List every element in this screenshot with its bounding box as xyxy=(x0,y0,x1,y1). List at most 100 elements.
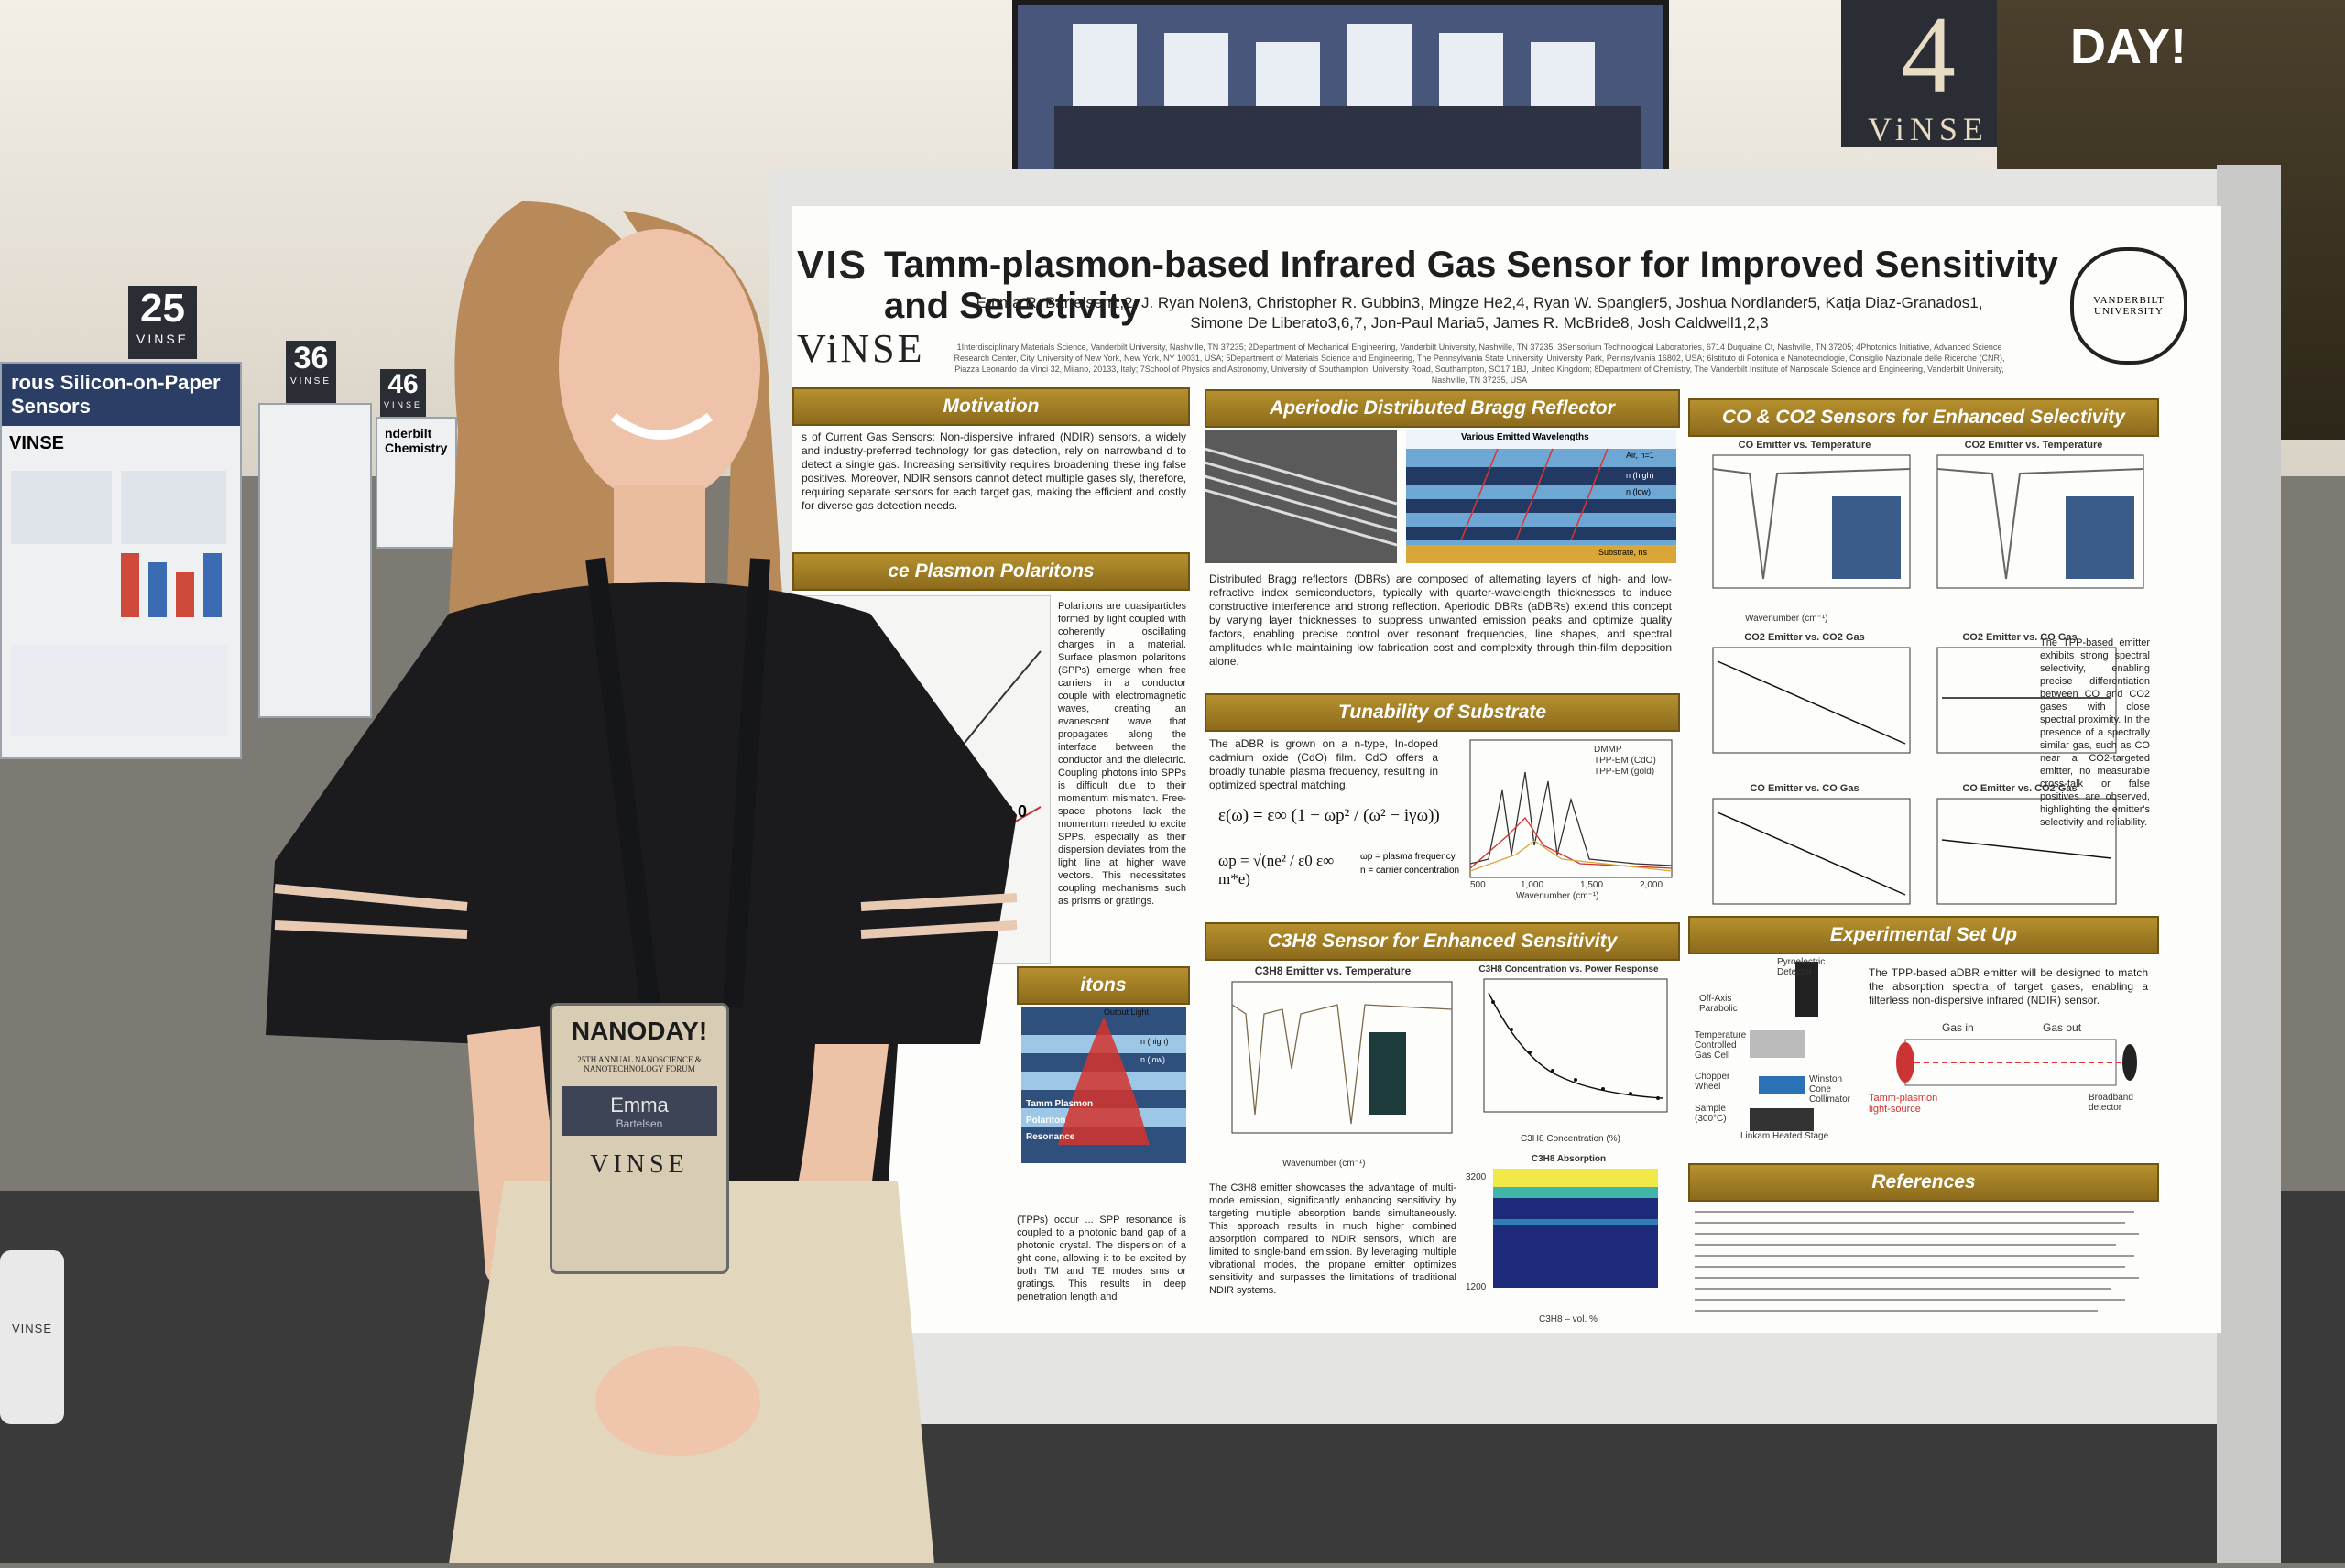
setup-label-winston: Winston Cone Collimator xyxy=(1809,1074,1851,1105)
section-header-adbr: Aperiodic Distributed Bragg Reflector xyxy=(1205,389,1680,428)
tpp-label-polariton: Polariton xyxy=(1026,1116,1066,1126)
badge-last-name: Bartelsen xyxy=(562,1117,717,1136)
logo-bottom: ViNSE xyxy=(797,326,925,371)
heatmap-ytick-3200: 3200 xyxy=(1466,1172,1487,1182)
substrate-xlabel: Wavenumber (cm⁻¹) xyxy=(1516,891,1599,901)
co-vs-co2-trend xyxy=(1936,798,2117,905)
badge-first-name: Emma xyxy=(562,1086,717,1117)
tpp-label-nhigh: n (high) xyxy=(1140,1037,1169,1046)
heatmap-ytick-1200: 1200 xyxy=(1466,1282,1487,1292)
c3h8-plot3-xlabel: C3H8 – vol. % xyxy=(1539,1314,1598,1324)
water-bottle: VINSE xyxy=(0,1250,64,1424)
setup-label-detector: Pyroelectric Detector xyxy=(1777,957,1826,977)
co2-vs-co-plot: CO2 Emitter vs. CO Gas xyxy=(1919,632,2121,769)
co-plot1-title: CO Emitter vs. Temperature xyxy=(1738,440,1871,451)
tpp-field-profile xyxy=(1021,1017,1186,1145)
name-badge: NANODAY! 25TH ANNUAL NANOSCIENCE & NANOT… xyxy=(550,1003,729,1274)
co2-vs-co-trend xyxy=(1936,647,2117,754)
c3h8-absorption-plot: C3H8 Absorption 3200 1200 C3H8 – vol. % xyxy=(1466,1154,1672,1328)
tick-2000: 2,000 xyxy=(1640,880,1663,890)
references-list xyxy=(1695,1204,2148,1323)
dielectric-equation: ε(ω) = ε∞ (1 − ωp² / (ω² − iγω)) xyxy=(1218,806,1440,825)
poster-logo: VIS ViNSE xyxy=(797,243,925,380)
co-plot4-title: CO2 Emitter vs. CO Gas xyxy=(1962,632,2078,643)
co-plot2-title: CO2 Emitter vs. Temperature xyxy=(1964,440,2103,451)
tpp-text: (TPPs) occur ... SPP resonance is couple… xyxy=(1017,1214,1186,1302)
legend-dmmp: DMMP xyxy=(1594,745,1622,755)
spp-text: Polaritons are quasiparticles formed by … xyxy=(1058,601,1186,907)
setup-diagram-left: Pyroelectric Detector Off-Axis Parabolic… xyxy=(1695,957,1864,1141)
section-header-substrate: Tunability of Substrate xyxy=(1205,693,1680,732)
university-seal: VANDERBILT UNIVERSITY xyxy=(2070,247,2187,365)
tick-1000: 1,000 xyxy=(1521,880,1544,890)
tpp-label-tamm: Tamm Plasmon xyxy=(1026,1099,1094,1109)
co-emission-curves xyxy=(1712,454,1911,589)
co-xlabel: Wavenumber (cm⁻¹) xyxy=(1745,614,1828,624)
co-plot6-title: CO Emitter vs. CO2 Gas xyxy=(1962,783,2078,794)
legend-tpp-gold: TPP-EM (gold) xyxy=(1594,767,1655,777)
badge-forum: 25TH ANNUAL NANOSCIENCE & NANOTECHNOLOGY… xyxy=(577,1055,702,1073)
poster-title: Tamm-plasmon-based Infrared Gas Sensor f… xyxy=(884,245,2058,326)
poster-affiliations: 1Interdisciplinary Materials Science, Va… xyxy=(954,343,2005,385)
section-header-tpp: itons xyxy=(1017,966,1190,1005)
setup-label-linkam: Linkam Heated Stage xyxy=(1740,1131,1829,1141)
setup-label-gasout: Gas out xyxy=(2043,1021,2082,1034)
background-poster2-title: nderbilt Chemistry xyxy=(385,426,448,455)
adbr-layer-air: Air, n=1 xyxy=(1626,451,1654,460)
co-text: The TPP-based emitter exhibits strong sp… xyxy=(2040,637,2150,828)
booth-sign-46: 46 VINSE xyxy=(380,369,426,424)
booth-number: 25 xyxy=(140,286,185,331)
c3h8-plot2-xlabel: C3H8 Concentration (%) xyxy=(1521,1134,1620,1144)
screen-photo xyxy=(1018,5,1663,189)
section-header-co: CO & CO2 Sensors for Enhanced Selectivit… xyxy=(1688,398,2159,437)
setup-optics xyxy=(1750,962,1818,1131)
co-emitter-plot: CO Emitter vs. Temperature xyxy=(1695,440,1914,609)
sem-layers xyxy=(1204,447,1398,547)
equation-note-2: n = carrier concentration xyxy=(1360,866,1460,876)
gas-sensor-schematic xyxy=(1896,1039,2137,1086)
section-header-spp: ce Plasmon Polaritons xyxy=(792,552,1190,591)
booth-brand: VINSE xyxy=(383,400,422,409)
co2-vs-co2-plot: CO2 Emitter vs. CO2 Gas xyxy=(1695,632,1914,769)
co2-emission-curves xyxy=(1936,454,2144,589)
co-vs-co-plot: CO Emitter vs. CO Gas xyxy=(1695,783,1914,920)
badge-event: NANODAY! xyxy=(571,1017,708,1045)
booth-brand: VINSE xyxy=(136,332,189,346)
sem-image xyxy=(1204,430,1398,563)
equation-note-1: ωp = plasma frequency xyxy=(1360,852,1456,862)
c3h8-emitter-plot: C3H8 Emitter vs. Temperature Wavenumber … xyxy=(1209,964,1456,1175)
room-number: 4 xyxy=(1901,0,1956,115)
setup-label-source: Tamm-plasmon light-source xyxy=(1869,1093,1938,1115)
booth-number: 46 xyxy=(387,369,419,399)
adbr-layer-diagram: Various Emitted Wavelengths Air, n=1 n (… xyxy=(1406,430,1676,563)
c3h8-plot1-title: C3H8 Emitter vs. Temperature xyxy=(1254,964,1412,977)
adbr-layer-nlow: n (low) xyxy=(1626,487,1652,496)
logo-top: VIS xyxy=(797,243,867,288)
c3h8-emission-curves xyxy=(1231,981,1453,1134)
adbr-stack xyxy=(1406,430,1676,563)
seal-text: VANDERBILT UNIVERSITY xyxy=(2093,295,2165,317)
presenter-figure xyxy=(266,201,1018,1563)
section-header-c3h8: C3H8 Sensor for Enhanced Sensitivity xyxy=(1205,922,1680,961)
c3h8-absorption-heatmap xyxy=(1493,1169,1658,1288)
setup-label-broadband: Broadband detector xyxy=(2089,1093,2133,1113)
tick-1500: 1,500 xyxy=(1580,880,1604,890)
c3h8-text: The C3H8 emitter showcases the advantage… xyxy=(1209,1182,1456,1296)
banner-text: DAY! xyxy=(2070,19,2187,74)
co-vs-co2-plot: CO Emitter vs. CO2 Gas xyxy=(1919,783,2121,920)
tick-500: 500 xyxy=(1470,880,1486,890)
bottle-label: VINSE xyxy=(11,1322,52,1335)
references-lines xyxy=(1695,1211,2139,1312)
substrate-absorption-plot: DMMP TPP-EM (CdO) TPP-EM (gold) 500 1,00… xyxy=(1452,735,1676,905)
adbr-diagram-title: Various Emitted Wavelengths xyxy=(1461,432,1589,442)
section-header-setup: Experimental Set Up xyxy=(1688,916,2159,954)
setup-label-gasin: Gas in xyxy=(1942,1021,1974,1034)
setup-label-chopper: Chopper Wheel xyxy=(1695,1072,1730,1092)
section-header-motivation: Motivation xyxy=(792,387,1190,426)
plasma-frequency-equation: ωp = √(ne² / ε0 ε∞ m*e) xyxy=(1218,852,1335,887)
co2-vs-co2-trend xyxy=(1712,647,1911,754)
easel-post xyxy=(2217,165,2281,1563)
tpp-label-output: Output Light xyxy=(1104,1007,1150,1017)
poster-authors: Emma R. Bartelsen1,2, J. Ryan Nolen3, Ch… xyxy=(976,294,1983,332)
booth-sign-36: 36 VINSE xyxy=(286,341,336,409)
